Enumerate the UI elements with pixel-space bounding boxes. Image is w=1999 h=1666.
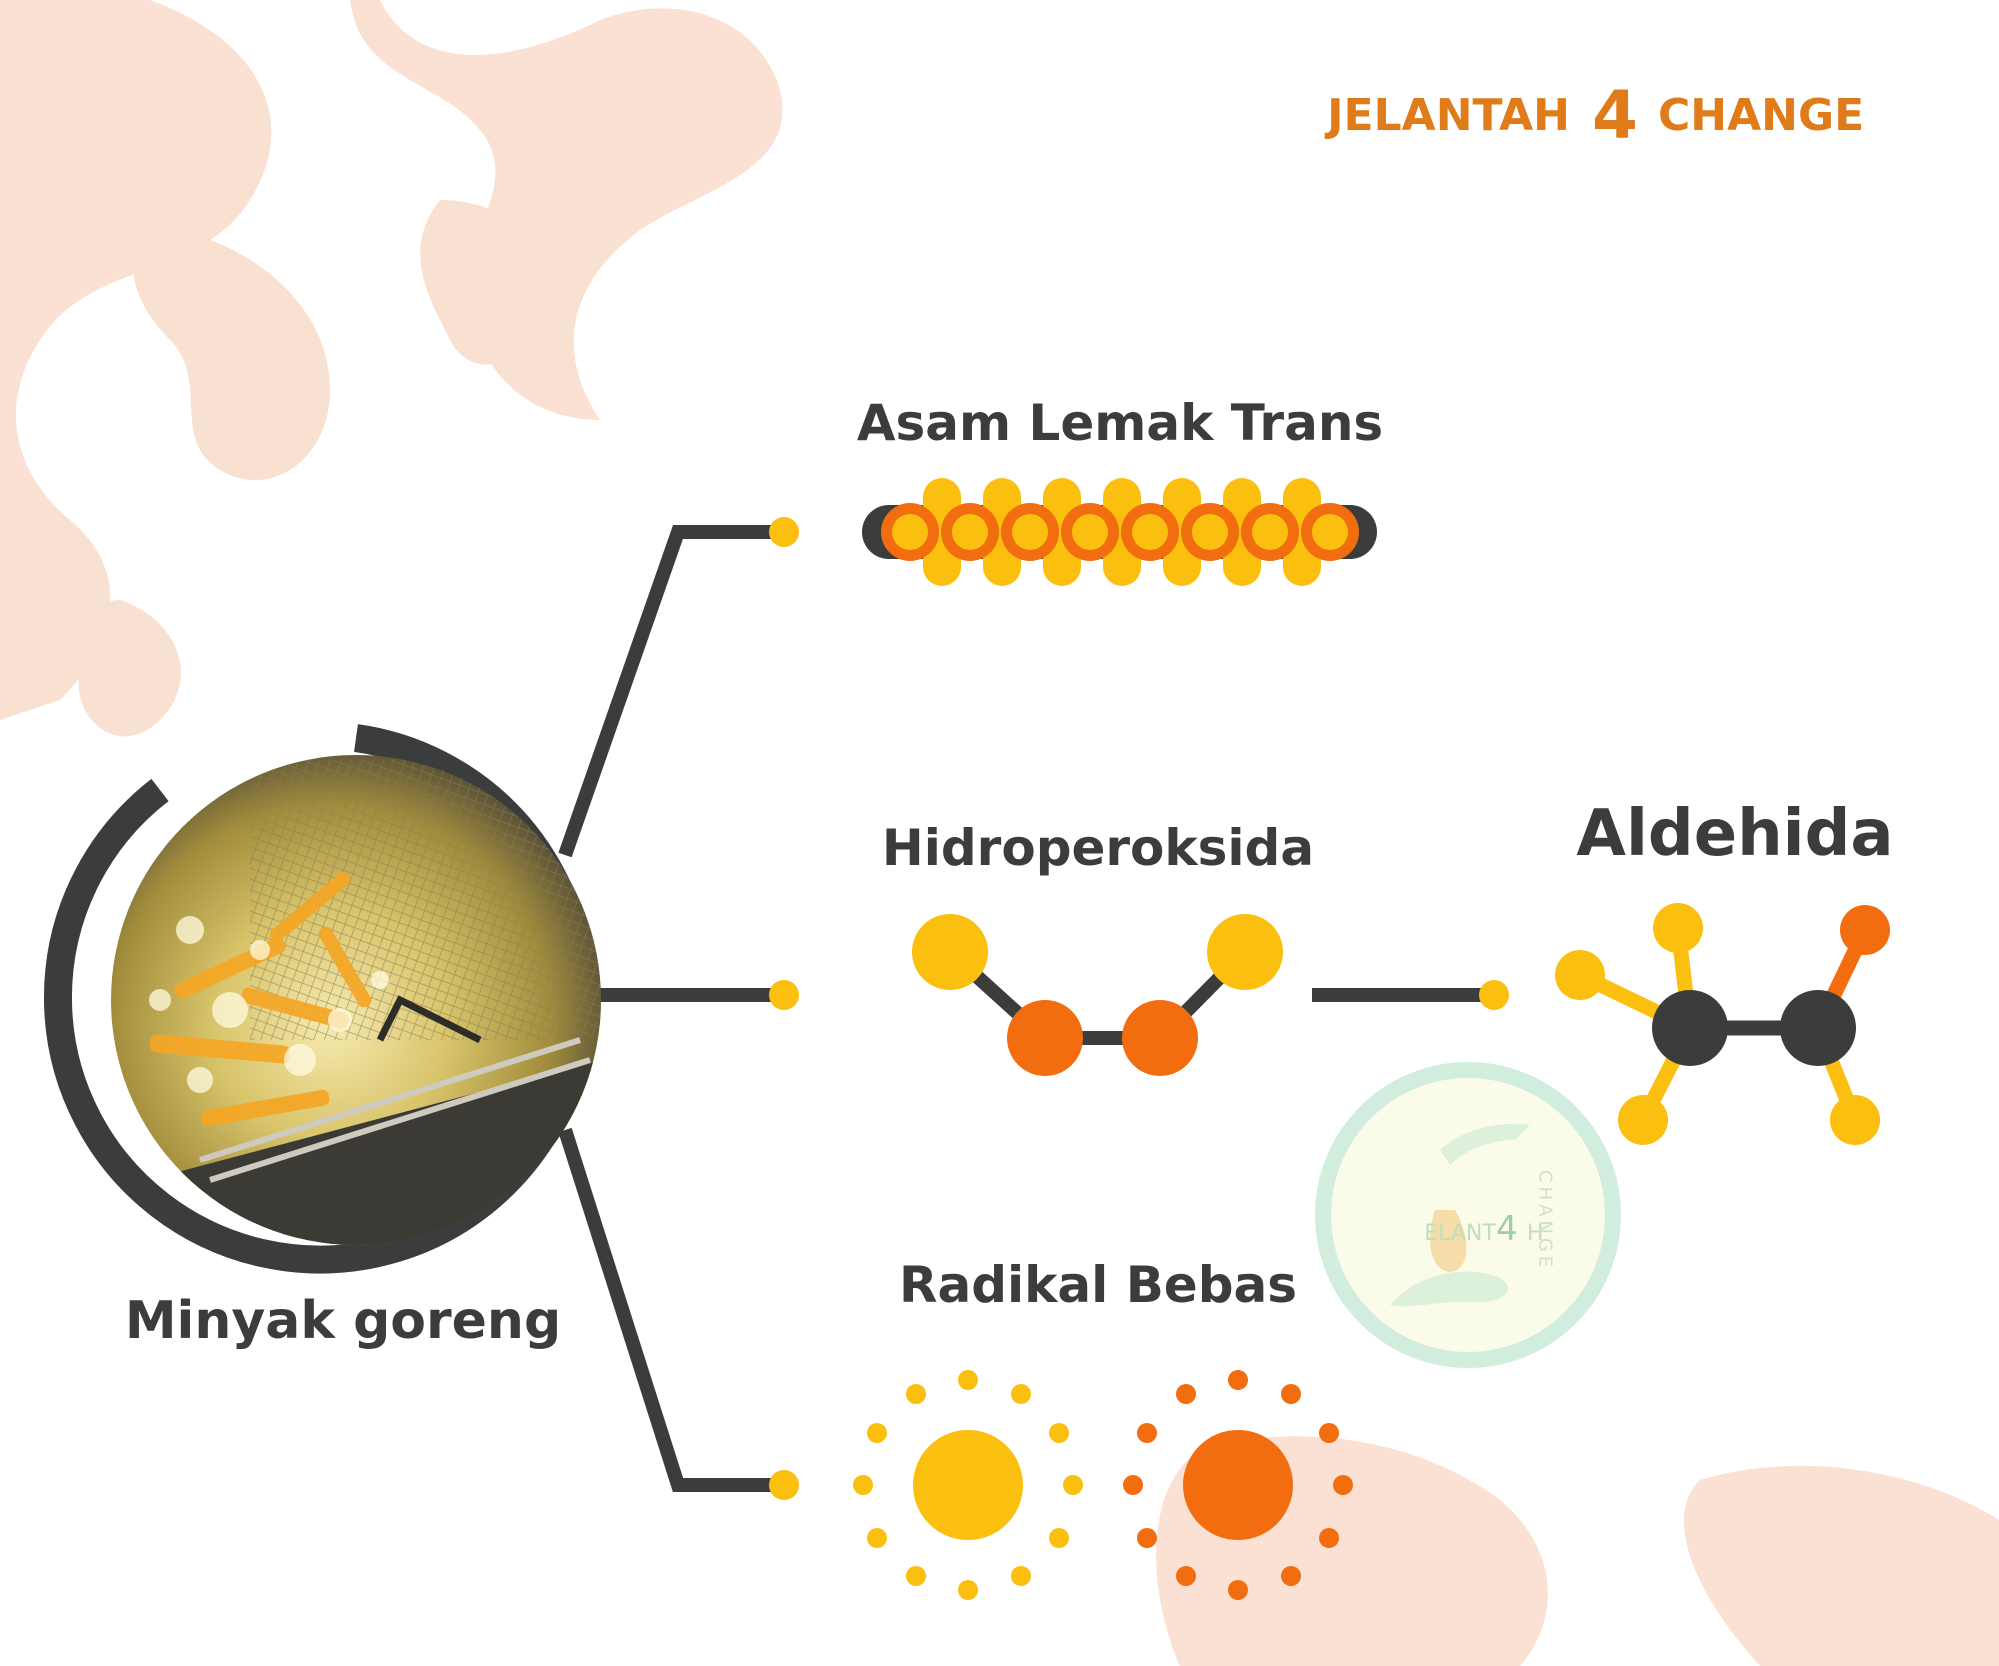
- label-radikal-bebas: Radikal Bebas: [899, 1256, 1297, 1314]
- label-asam-lemak-trans: Asam Lemak Trans: [857, 394, 1383, 452]
- label-aldehida: Aldehida: [1576, 797, 1893, 871]
- end-dot-radical: [769, 1470, 799, 1500]
- free-radical-yellow: [853, 1370, 1083, 1600]
- watermark-text-right: H: [1527, 1221, 1544, 1246]
- label-hidroperoksida: Hidroperoksida: [882, 819, 1314, 877]
- watermark-text-left: ELANT: [1424, 1221, 1496, 1246]
- label-minyak-goreng: Minyak goreng: [125, 1291, 561, 1351]
- connector-top: [558, 525, 782, 858]
- watermark-digit: 4: [1496, 1209, 1518, 1249]
- watermark-logo: ELANT 4 H CHANGE: [1315, 1062, 1621, 1368]
- frying-oil-photo: [43, 724, 601, 1274]
- hydroperoxide-molecule: [912, 914, 1283, 1076]
- connector-end-dots: [769, 517, 1509, 1500]
- watermark-vertical: CHANGE: [1535, 1170, 1556, 1271]
- aldehyde-molecule: [1555, 903, 1890, 1145]
- connector-lines: [558, 525, 1490, 1492]
- brand-left: JELANTAH: [1324, 90, 1570, 141]
- free-radical-orange: [1123, 1370, 1353, 1600]
- brand-digit: 4: [1592, 77, 1638, 154]
- trans-fat-molecule: [862, 478, 1377, 586]
- end-dot-aldehyde: [1479, 980, 1509, 1010]
- end-dot-trans: [769, 517, 799, 547]
- connector-bottom: [558, 1127, 782, 1492]
- brand-logo: JELANTAH 4 CHANGE: [1324, 77, 1864, 154]
- end-dot-hydro: [769, 980, 799, 1010]
- brand-right: CHANGE: [1658, 90, 1864, 141]
